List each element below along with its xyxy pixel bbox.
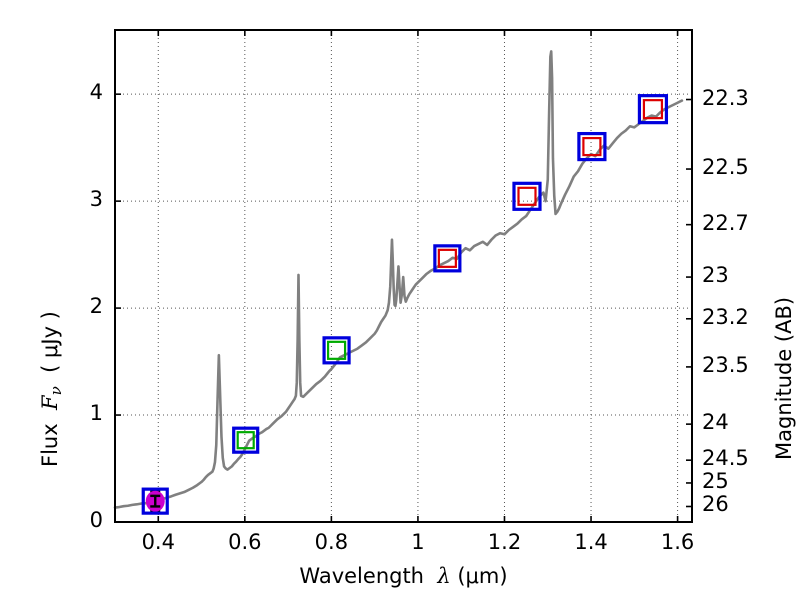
x-tick-label: 1 xyxy=(411,530,425,554)
marker-outer-square xyxy=(512,181,542,211)
spectrum-curve xyxy=(113,50,684,509)
x-axis-unit: (μm) xyxy=(457,564,508,588)
f-symbol: F xyxy=(38,395,62,410)
x-tick-label: 0.6 xyxy=(228,530,262,554)
plot-frame xyxy=(114,29,693,523)
x-tick-label: 1.4 xyxy=(574,530,608,554)
y-left-tick-label: 3 xyxy=(89,187,103,212)
axis-ticks xyxy=(115,30,692,523)
y-left-tick-label: 0 xyxy=(89,508,103,532)
marker-inner-square xyxy=(437,248,457,268)
y-right-tick-label: 23 xyxy=(702,263,729,288)
y-right-tick-label: 23.5 xyxy=(702,352,749,377)
marker-outer-square xyxy=(232,426,260,454)
x-axis-title: Wavelength λ (μm) xyxy=(115,564,692,588)
y-right-tick-label: 26 xyxy=(702,492,729,517)
photometry-point-7 xyxy=(637,94,669,125)
photometry-point-1 xyxy=(141,487,169,515)
marker-inner-square xyxy=(326,340,347,360)
y-axis-left-flux-text: Flux xyxy=(38,423,62,467)
y-axis-right-title: Magnitude (AB) xyxy=(772,296,796,460)
y-right-tick-label: 22.7 xyxy=(702,210,749,235)
photometry-markers xyxy=(141,94,669,515)
y-right-tick-label: 25 xyxy=(702,468,729,493)
marker-outer-square xyxy=(322,336,351,365)
x-tick-label: 1.6 xyxy=(660,530,695,554)
marker-outer-square xyxy=(433,244,462,273)
marker-outer-square xyxy=(141,487,169,515)
y-right-tick-label: 24.5 xyxy=(702,446,749,471)
x-tick-label: 1.2 xyxy=(487,530,522,554)
y-left-tick-label: 4 xyxy=(89,80,103,105)
y-right-tick-label: 22.5 xyxy=(702,155,749,180)
y-right-tick-label: 22.3 xyxy=(702,85,749,110)
marker-outer-square xyxy=(577,131,607,162)
marker-inner-square xyxy=(582,136,602,157)
photometry-point-4 xyxy=(433,244,462,273)
marker-inner-square xyxy=(236,431,255,450)
photometry-point-2 xyxy=(232,426,260,454)
y-left-tick-label: 2 xyxy=(89,294,103,319)
photometry-point-3 xyxy=(322,336,351,365)
nu-subscript: ν xyxy=(47,386,66,396)
marker-inner-square xyxy=(517,186,537,206)
y-left-tick-label: 1 xyxy=(89,401,103,426)
marker-outer-square xyxy=(637,94,669,125)
lambda-symbol: λ xyxy=(437,564,451,588)
axes-frame xyxy=(114,29,693,523)
photometry-point-6 xyxy=(577,131,607,162)
photometry-point-5 xyxy=(512,181,542,211)
marker-inner-square xyxy=(642,99,664,120)
y-axis-left-unit: ( μJy ) xyxy=(38,311,62,373)
y-right-tick-label: 23.2 xyxy=(702,304,749,329)
y-right-tick-label: 24 xyxy=(702,410,729,435)
y-axis-left-title: Flux Fν ( μJy ) xyxy=(38,311,65,467)
x-axis-title-text: Wavelength xyxy=(299,564,424,588)
x-tick-label: 0.8 xyxy=(314,530,349,554)
spectrum-line xyxy=(113,50,684,509)
x-tick-label: 0.4 xyxy=(141,530,175,554)
